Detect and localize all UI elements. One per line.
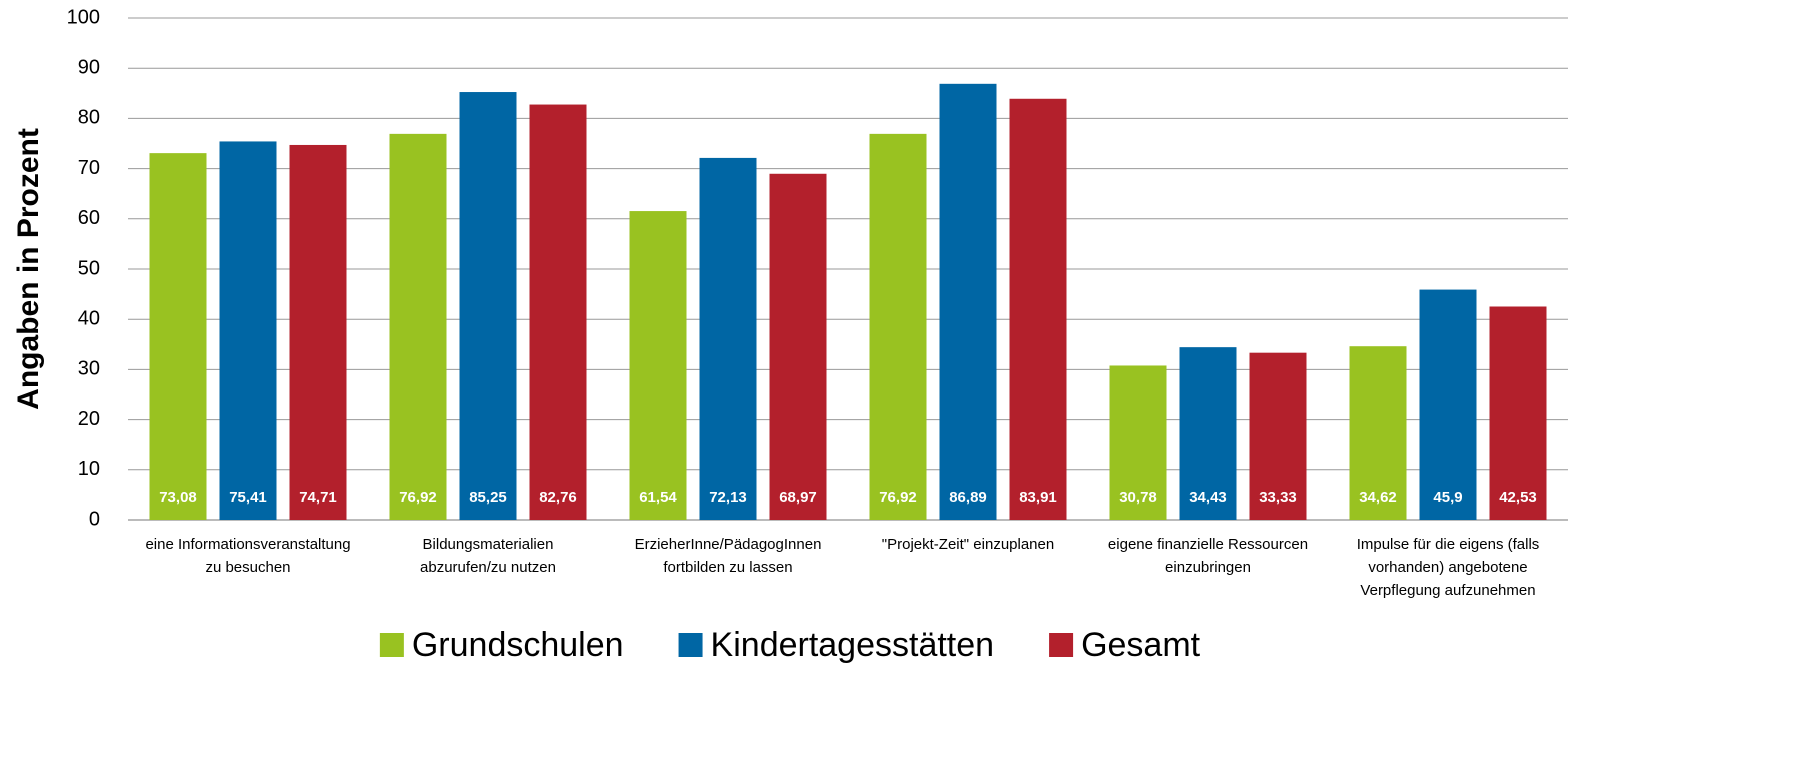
- legend-label: Gesamt: [1081, 626, 1201, 664]
- y-tick-label: 100: [67, 6, 100, 28]
- data-label: 76,92: [879, 489, 917, 506]
- bar: [769, 173, 827, 520]
- data-label: 86,89: [949, 489, 987, 506]
- bar: [1009, 98, 1067, 521]
- data-label: 45,9: [1433, 489, 1462, 506]
- y-tick-label: 10: [78, 458, 100, 480]
- data-label: 61,54: [639, 489, 677, 506]
- x-tick-label: abzurufen/zu nutzen: [420, 559, 556, 576]
- x-tick-label: Verpflegung aufzunehmen: [1360, 582, 1535, 599]
- bar: [459, 92, 517, 521]
- x-tick-label: zu besuchen: [205, 559, 290, 576]
- y-tick-label: 0: [89, 508, 100, 530]
- bar: [1349, 346, 1407, 520]
- y-tick-label: 80: [78, 107, 100, 129]
- bar: [699, 157, 757, 520]
- y-tick-label: 20: [78, 408, 100, 430]
- data-label: 83,91: [1019, 489, 1057, 506]
- legend-swatch: [379, 633, 404, 657]
- legend-label: Kindertagesstätten: [711, 626, 995, 664]
- x-tick-label: eigene finanzielle Ressourcen: [1108, 536, 1308, 553]
- x-tick-label: fortbilden zu lassen: [663, 559, 792, 576]
- legend-label: Grundschulen: [412, 626, 624, 664]
- bar: [1419, 289, 1477, 520]
- bar: [529, 104, 587, 520]
- data-label: 74,71: [299, 489, 337, 506]
- data-label: 75,41: [229, 489, 267, 506]
- bar: [389, 133, 447, 520]
- x-tick-label: eine Informationsveranstaltung: [145, 536, 350, 553]
- bar: [219, 141, 277, 520]
- data-label: 82,76: [539, 489, 577, 506]
- bar: [939, 83, 997, 521]
- data-label: 73,08: [159, 489, 197, 506]
- legend-swatch: [678, 633, 703, 657]
- bar: [289, 144, 347, 520]
- y-tick-label: 40: [78, 307, 100, 329]
- x-tick-label: vorhanden) angebotene: [1368, 559, 1527, 576]
- bar: [149, 153, 207, 520]
- data-label: 34,62: [1359, 489, 1397, 506]
- data-label: 85,25: [469, 489, 507, 506]
- legend-swatch: [1049, 633, 1074, 657]
- data-label: 76,92: [399, 489, 437, 506]
- x-tick-label: Bildungsmaterialien: [423, 536, 554, 553]
- x-tick-label: "Projekt-Zeit" einzuplanen: [882, 536, 1054, 553]
- bar: [1489, 306, 1547, 520]
- bar: [629, 211, 687, 520]
- x-tick-label: ErzieherInne/PädagogInnen: [635, 536, 822, 553]
- data-label: 42,53: [1499, 489, 1537, 506]
- y-tick-label: 60: [78, 207, 100, 229]
- x-tick-label: einzubringen: [1165, 559, 1251, 576]
- bar: [1109, 365, 1167, 520]
- data-label: 72,13: [709, 489, 747, 506]
- bar: [1179, 347, 1237, 520]
- data-label: 68,97: [779, 489, 817, 506]
- data-label: 34,43: [1189, 489, 1227, 506]
- y-tick-label: 90: [78, 56, 100, 78]
- y-tick-label: 70: [78, 157, 100, 179]
- y-axis-label: Angaben in Prozent: [12, 128, 45, 410]
- bar: [869, 133, 927, 520]
- y-tick-label: 30: [78, 358, 100, 380]
- x-tick-label: Impulse für die eigens (falls: [1357, 536, 1540, 553]
- y-tick-label: 50: [78, 257, 100, 279]
- data-label: 30,78: [1119, 489, 1157, 506]
- data-label: 33,33: [1259, 489, 1297, 506]
- bar: [1249, 352, 1307, 520]
